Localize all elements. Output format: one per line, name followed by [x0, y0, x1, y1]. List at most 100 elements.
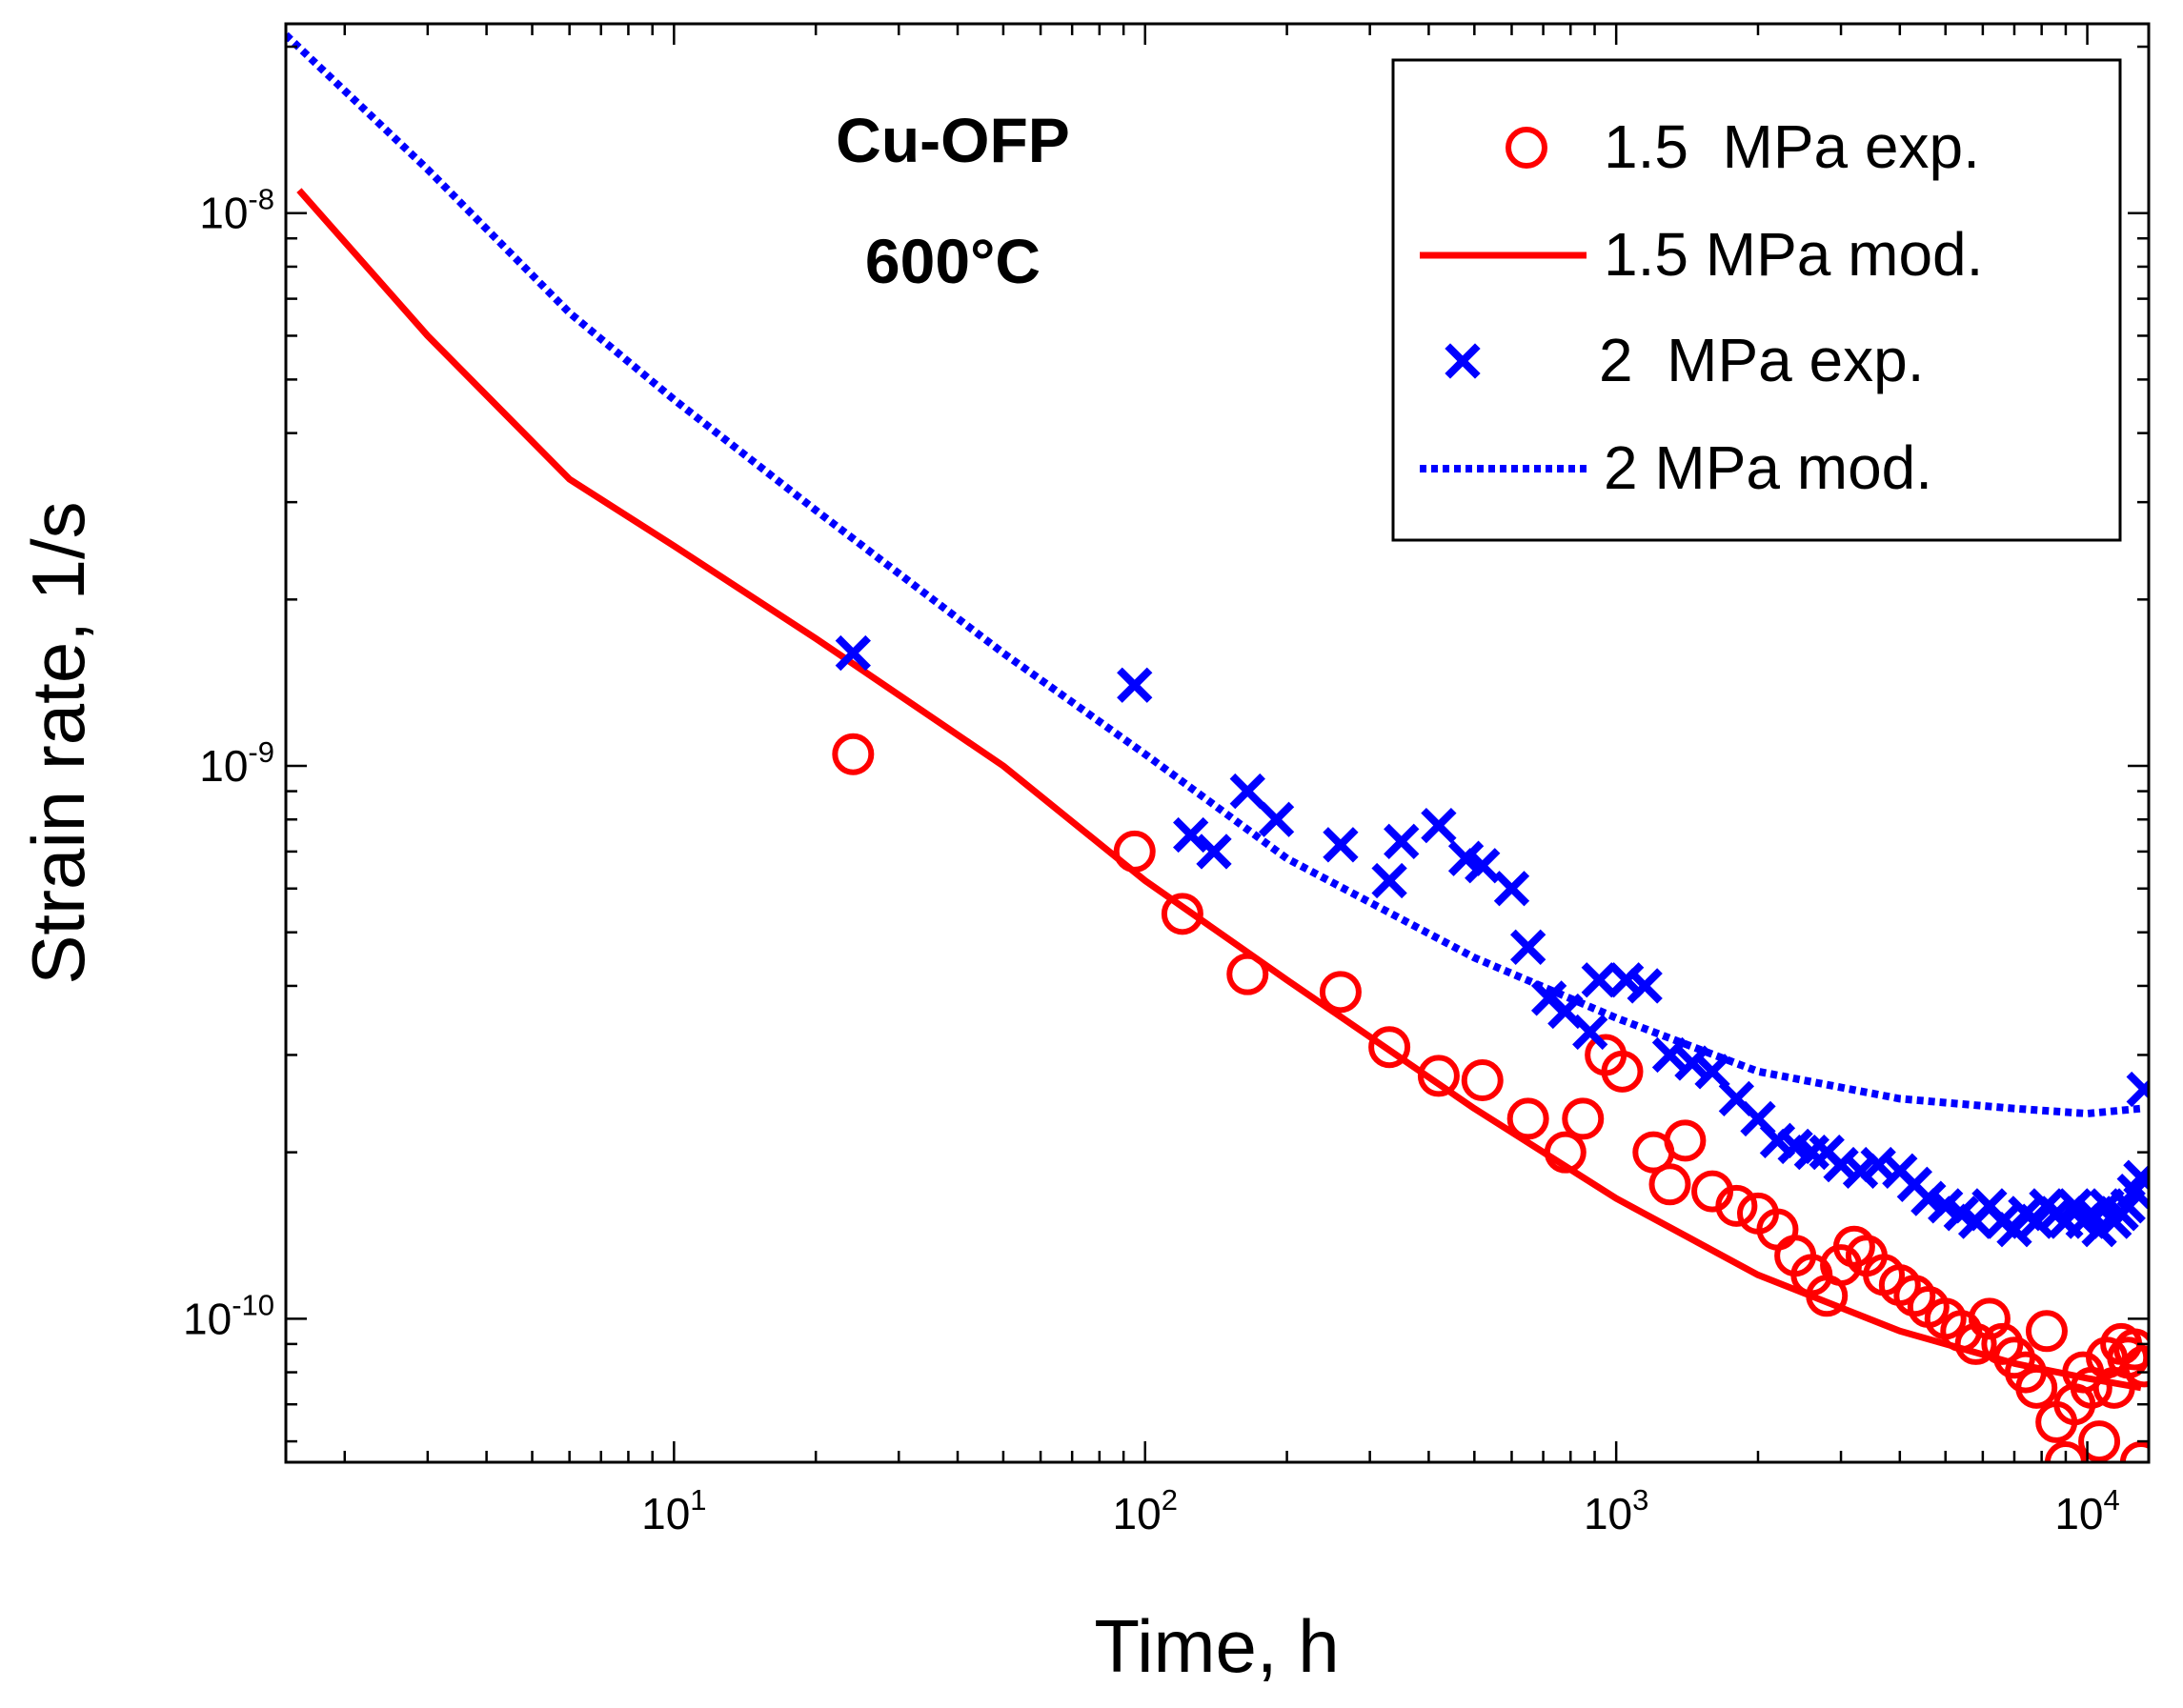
data-point-x	[1493, 871, 1530, 907]
data-point-x	[1323, 827, 1359, 863]
x-marker-stroke	[1229, 773, 1265, 810]
x-marker-stroke	[1777, 1128, 1813, 1165]
data-point-x	[2126, 1071, 2149, 1108]
y-tick-exponent: -8	[248, 183, 274, 216]
x-tick-exponent: 3	[1632, 1483, 1648, 1517]
data-point-circle	[1664, 1119, 1707, 1162]
x-marker-stroke	[1718, 1080, 1755, 1117]
x-marker-stroke	[2073, 1196, 2110, 1232]
x-marker-stroke	[1627, 968, 1663, 1004]
data-point-x	[1910, 1180, 1947, 1216]
data-point-x	[1928, 1188, 1964, 1224]
x-marker-stroke	[835, 634, 871, 672]
data-point-circle	[1562, 1097, 1605, 1140]
data-point-circle	[1506, 1097, 1549, 1140]
data-point-circle	[1648, 1163, 1691, 1206]
x-marker-stroke	[1842, 1153, 1879, 1189]
legend-item-3: 2 MPa mod.	[1420, 433, 1932, 502]
data-point-circle	[1461, 1059, 1504, 1102]
legend-symbol-x	[1445, 343, 1481, 379]
x-marker-stroke	[1465, 848, 1501, 884]
y-tick-label: 10-8	[199, 183, 274, 238]
data-point-x	[1694, 1054, 1730, 1090]
data-point-x	[1196, 834, 1232, 870]
data-point-x	[1651, 1036, 1688, 1074]
data-point-circle	[2078, 1420, 2121, 1462]
legend-item-1: 1.5 MPa mod.	[1420, 220, 1983, 289]
data-point-circle	[1319, 971, 1362, 1014]
x-marker-stroke	[1421, 807, 1457, 844]
x-marker-stroke	[1740, 1100, 1776, 1137]
x-marker-stroke	[1928, 1188, 1964, 1224]
y-tick-base: 10	[199, 189, 248, 238]
x-marker-stroke	[1384, 823, 1420, 859]
data-point-circle	[2044, 1441, 2087, 1462]
series-3	[286, 31, 2142, 1117]
data-point-x	[1465, 848, 1501, 884]
data-point-x	[835, 634, 871, 672]
x-tick-base: 10	[641, 1489, 690, 1538]
data-point-x	[2081, 1212, 2117, 1248]
data-point-x	[2073, 1196, 2110, 1232]
y-tick-exponent: -10	[232, 1288, 274, 1321]
x-marker-stroke	[1323, 827, 1359, 863]
data-point-x	[1229, 773, 1265, 810]
x-marker-stroke	[1694, 1054, 1730, 1090]
y-tick-base: 10	[199, 741, 248, 791]
legend-symbol-circle	[1506, 127, 1547, 169]
series-2	[835, 634, 2149, 1248]
data-point-circle	[1368, 1026, 1411, 1069]
data-point-x	[1371, 862, 1407, 899]
x-marker-stroke	[2126, 1079, 2149, 1108]
data-point-x	[1447, 840, 1485, 876]
data-point-x	[1777, 1128, 1813, 1165]
data-point-x	[1258, 801, 1295, 837]
x-marker-stroke	[2123, 1164, 2149, 1196]
x-marker-stroke	[1581, 962, 1617, 998]
x-marker-stroke	[1447, 840, 1485, 876]
x-marker-stroke	[1445, 343, 1481, 379]
annotation-temperature: 600°C	[865, 226, 1041, 296]
ticks-layer	[286, 24, 2149, 1462]
x-axis-title: Time, h	[1094, 1604, 1339, 1688]
data-point-x	[1627, 968, 1663, 1004]
x-marker-stroke	[1371, 862, 1407, 899]
x-marker-stroke	[1572, 1014, 1608, 1051]
legend-items: 1.5 MPa exp. 1.5 MPa mod. 2 MPa exp. 2 MPa …	[1420, 112, 1983, 502]
data-point-x	[1510, 929, 1546, 965]
x-marker-stroke	[1651, 1036, 1688, 1074]
legend-label: 1.5 MPa mod.	[1604, 220, 1983, 289]
annotation: Cu-OFP 600°C	[836, 105, 1070, 296]
x-tick-base: 10	[2054, 1489, 2103, 1538]
x-marker-stroke	[1910, 1180, 1947, 1216]
data-point-circle	[2025, 1310, 2068, 1353]
data-point-x	[1384, 823, 1420, 859]
legend: 1.5 MPa exp. 1.5 MPa mod. 2 MPa exp. 2 MPa …	[1391, 58, 2122, 542]
data-point-x	[2123, 1159, 2149, 1196]
data-point-x	[1173, 816, 1209, 854]
x-marker-stroke	[1117, 667, 1153, 703]
data-point-circle	[2086, 1336, 2129, 1379]
x-marker-stroke	[1943, 1196, 1979, 1232]
y-axis-title: Strain rate, 1/s	[16, 501, 100, 984]
data-point-x	[1572, 1014, 1608, 1051]
legend-label: 2 MPa mod.	[1604, 433, 1932, 502]
model-line-solid	[296, 188, 2142, 1392]
data-point-circle	[2123, 1345, 2149, 1388]
series-0	[832, 733, 2149, 1462]
x-marker-stroke	[2056, 1188, 2092, 1224]
data-point-circle	[1601, 1050, 1644, 1093]
y-tick-label: 10-10	[183, 1288, 274, 1343]
x-marker-stroke	[1547, 993, 1584, 1030]
legend-box	[1391, 58, 2122, 542]
legend-label: 2 MPa exp.	[1599, 326, 1925, 394]
x-marker-stroke	[1493, 871, 1530, 907]
series-layer	[286, 31, 2149, 1462]
plot-frame	[284, 22, 2151, 1464]
x-marker-stroke	[1196, 834, 1232, 870]
x-marker-stroke	[2081, 1212, 2117, 1248]
annotation-material: Cu-OFP	[836, 105, 1070, 175]
y-tick-exponent: -9	[248, 735, 274, 769]
